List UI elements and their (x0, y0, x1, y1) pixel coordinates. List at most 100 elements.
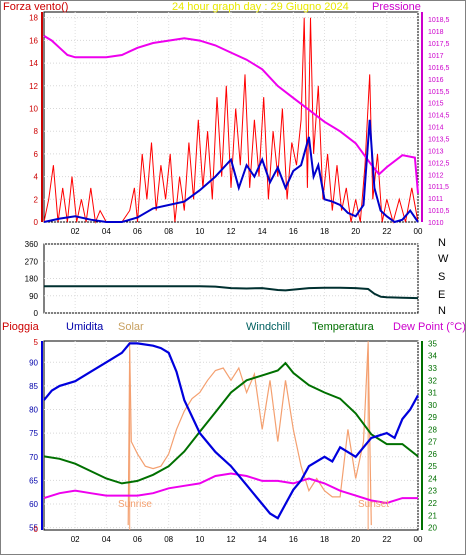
wind-direction-line (44, 285, 419, 300)
pressure-y-tick-label: 1012,5 (428, 160, 450, 167)
direction-y-tick-label: 90 (29, 292, 38, 301)
legend-umidita: Umidita (66, 321, 104, 333)
pressure-y-tick-label: 1017,5 (428, 41, 450, 48)
pressure-y-tick-label: 1011,5 (428, 184, 449, 191)
wind-y-tick-label: 2 (34, 195, 39, 204)
wind-y-tick-label: 0 (34, 218, 39, 227)
temp-y-tick-label: 22 (428, 499, 437, 508)
legend-solar: Solar (118, 321, 144, 333)
pressure-y-tick-label: 1016,5 (428, 65, 450, 72)
pressure-label: Pressione (372, 1, 421, 13)
wind-x-tick-label: 04 (102, 227, 111, 236)
wind-x-tick-label: 20 (351, 227, 360, 236)
temp-x-tick-label: 22 (382, 535, 391, 544)
pressure-y-tick-label: 1016 (428, 77, 444, 84)
sunset-label: Sunset (358, 499, 390, 510)
humidity-y-tick-label: 90 (29, 358, 38, 367)
wind-x-tick-label: 18 (320, 227, 329, 236)
temp-y-tick-label: 20 (428, 524, 437, 533)
pressure-y-tick-label: 1018,5 (428, 17, 450, 24)
legend-windchill: Windchill (246, 321, 291, 333)
wind-x-tick-label: 14 (258, 227, 267, 236)
temp-panel-frame (43, 340, 419, 531)
direction-y-tick-label: 270 (25, 257, 39, 266)
wind-x-tick-label: 00 (414, 227, 423, 236)
dir-label-e: E (438, 289, 446, 301)
temp-x-tick-label: 10 (195, 535, 204, 544)
temp-y-tick-label: 31 (428, 389, 437, 398)
humidity-y-tick-label: 55 (29, 524, 38, 533)
wind-y-tick-label: 4 (34, 173, 39, 182)
wind-x-tick-label: 22 (382, 227, 391, 236)
wind-y-tick-label: 18 (29, 14, 38, 23)
temp-x-tick-label: 14 (258, 535, 267, 544)
dewpoint-line (43, 472, 418, 505)
pressure-y-tick-label: 1017 (428, 53, 444, 60)
temperature-line (43, 361, 419, 485)
wind-x-tick-label: 16 (289, 227, 298, 236)
temp-y-tick-label: 34 (428, 352, 437, 361)
wind-y-tick-label: 16 (29, 36, 38, 45)
temp-x-tick-label: 06 (133, 535, 142, 544)
temp-y-tick-label: 29 (428, 413, 437, 422)
temp-y-tick-label: 24 (428, 474, 437, 483)
wind-avg-line (43, 119, 419, 224)
temp-x-tick-label: 08 (164, 535, 173, 544)
temp-y-tick-label: 35 (428, 339, 437, 348)
temp-y-tick-label: 33 (428, 364, 437, 373)
wind-x-tick-label: 08 (164, 227, 173, 236)
temp-y-tick-label: 32 (428, 376, 437, 385)
wind-x-tick-label: 10 (195, 227, 204, 236)
direction-y-tick-label: 180 (25, 275, 39, 284)
temp-y-tick-label: 28 (428, 425, 437, 434)
rain-y-tick-label: 5 (34, 338, 39, 347)
direction-y-tick-label: 0 (34, 309, 39, 318)
pressure-y-tick-label: 1013 (428, 148, 444, 155)
rain-y-tick-label: 0 (34, 525, 39, 534)
humidity-y-tick-label: 60 (29, 500, 38, 509)
wind-y-tick-label: 12 (29, 82, 38, 91)
humidity-y-tick-label: 85 (29, 382, 38, 391)
dir-label-w: W (438, 253, 449, 265)
chart-title: 24 hour graph day : 29 Giugno 2024 (172, 1, 349, 13)
dir-label-s: S (438, 271, 446, 283)
temp-x-tick-label: 02 (71, 535, 80, 544)
humidity-y-tick-label: 75 (29, 429, 38, 438)
wind-y-tick-label: 6 (34, 150, 39, 159)
dir-label-n1: N (438, 237, 446, 249)
humidity-line (43, 342, 419, 520)
humidity-y-tick-label: 70 (29, 453, 38, 462)
pressure-y-tick-label: 1010 (428, 220, 444, 227)
pressure-y-tick-label: 1015 (428, 101, 444, 108)
temp-y-tick-label: 21 (428, 511, 437, 520)
pressure-y-tick-label: 1015,5 (428, 89, 450, 96)
direction-y-tick-label: 360 (25, 240, 39, 249)
legend-pioggia: Pioggia (2, 321, 39, 333)
pressure-y-tick-label: 1013,5 (428, 136, 450, 143)
solar-line (127, 343, 372, 526)
pressure-y-tick-label: 1011 (428, 196, 443, 203)
temp-x-tick-label: 00 (414, 535, 423, 544)
wind-y-tick-label: 8 (34, 127, 39, 136)
temp-x-tick-label: 04 (102, 535, 111, 544)
temp-y-tick-label: 30 (428, 401, 437, 410)
dir-label-n2: N (438, 305, 446, 317)
pressure-y-tick-label: 1010,5 (428, 208, 450, 215)
wind-x-tick-label: 12 (227, 227, 236, 236)
wind-x-tick-label: 02 (71, 227, 80, 236)
wind-x-tick-label: 06 (133, 227, 142, 236)
temp-y-tick-label: 25 (428, 462, 437, 471)
temp-x-tick-label: 16 (289, 535, 298, 544)
pressure-y-tick-label: 1014,5 (428, 113, 450, 120)
legend-temperatura: Temperatura (312, 321, 374, 333)
sunrise-label: Sunrise (118, 499, 152, 510)
pressure-y-tick-label: 1012 (428, 172, 444, 179)
temp-y-tick-label: 26 (428, 450, 437, 459)
wind-strength-label: Forza vento() (3, 1, 69, 13)
wind-y-tick-label: 14 (29, 59, 38, 68)
temp-x-tick-label: 12 (227, 535, 236, 544)
pressure-y-tick-label: 1014 (428, 125, 444, 132)
temp-x-tick-label: 20 (351, 535, 360, 544)
